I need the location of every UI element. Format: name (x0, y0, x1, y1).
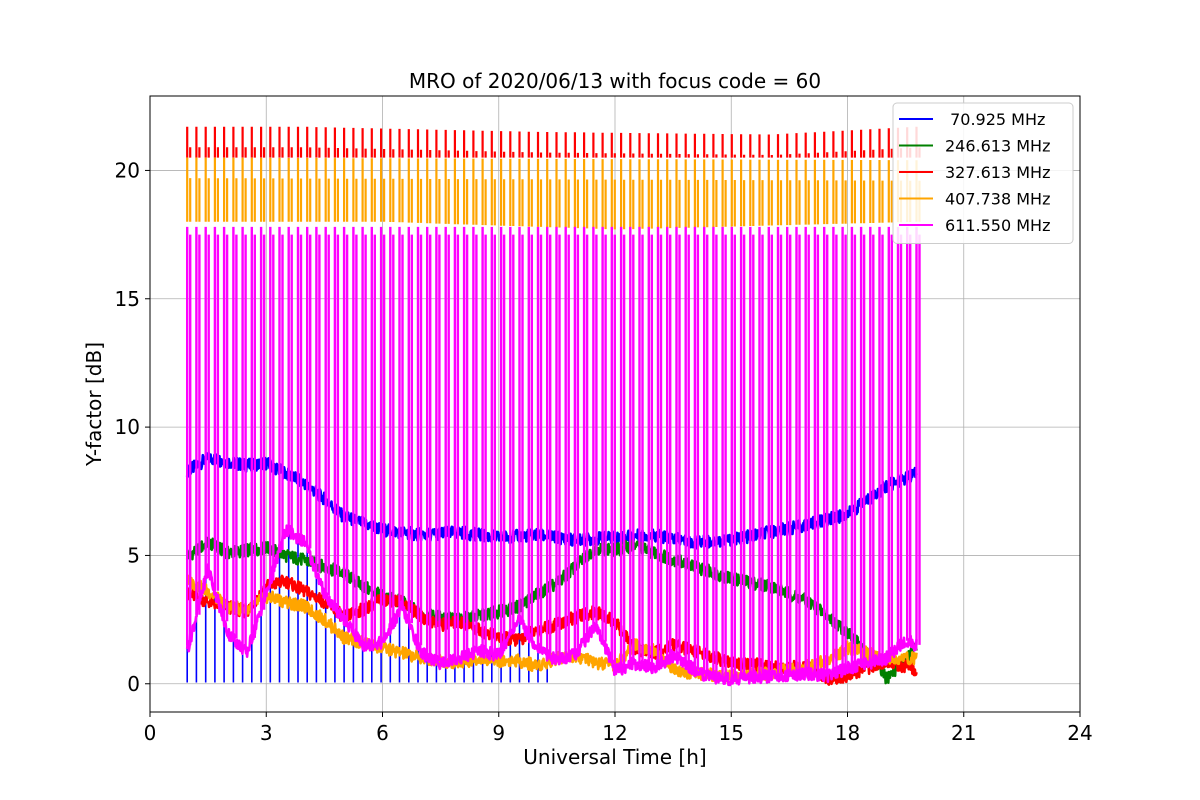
series-line-4 (185, 524, 918, 687)
x-tick-label: 0 (144, 721, 157, 745)
legend-box (892, 102, 1074, 244)
y-axis-label: Y-factor [dB] (82, 342, 106, 467)
plot-area (185, 126, 921, 687)
series-0 (185, 451, 918, 683)
legend-entry: 70.925 MHz (945, 110, 1045, 129)
series-line-2 (186, 574, 918, 686)
series-envelope-1 (186, 157, 921, 230)
legend: 70.925 MHz 246.613 MHz 327.613 MHz 407.738 … (892, 102, 1074, 244)
axis-ticks: 0 3 6 9 12 15 18 21 24 0 5 10 15 20 (115, 158, 1093, 745)
x-tick-label: 12 (602, 721, 627, 745)
series-pulses-4 (186, 226, 921, 679)
x-tick-label: 24 (1067, 721, 1092, 745)
series-line-0 (185, 451, 918, 550)
series-3 (185, 574, 918, 683)
x-tick-label: 3 (260, 721, 273, 745)
chart-title: MRO of 2020/06/13 with focus code = 60 (409, 69, 821, 93)
x-axis-label: Universal Time [h] (523, 745, 706, 769)
series-4 (185, 226, 921, 687)
x-tick-label: 15 (719, 721, 744, 745)
series-line-1 (185, 536, 918, 685)
legend-entry: 246.613 MHz (945, 137, 1050, 156)
x-tick-label: 6 (376, 721, 389, 745)
y-tick-label: 0 (127, 672, 140, 696)
x-tick-label: 18 (835, 721, 860, 745)
y-tick-label: 15 (115, 287, 140, 311)
series-envelope-0 (186, 126, 921, 158)
series-line-3 (185, 574, 918, 683)
series-2 (186, 574, 918, 686)
x-tick-label: 21 (951, 721, 976, 745)
series-1 (185, 536, 918, 685)
legend-entry: 327.613 MHz (945, 163, 1050, 182)
legend-entry: 407.738 MHz (945, 190, 1050, 209)
y-tick-label: 20 (115, 158, 140, 182)
x-tick-label: 9 (492, 721, 505, 745)
y-tick-label: 5 (127, 543, 140, 567)
y-tick-label: 10 (115, 415, 140, 439)
legend-entry: 611.550 MHz (945, 216, 1050, 235)
